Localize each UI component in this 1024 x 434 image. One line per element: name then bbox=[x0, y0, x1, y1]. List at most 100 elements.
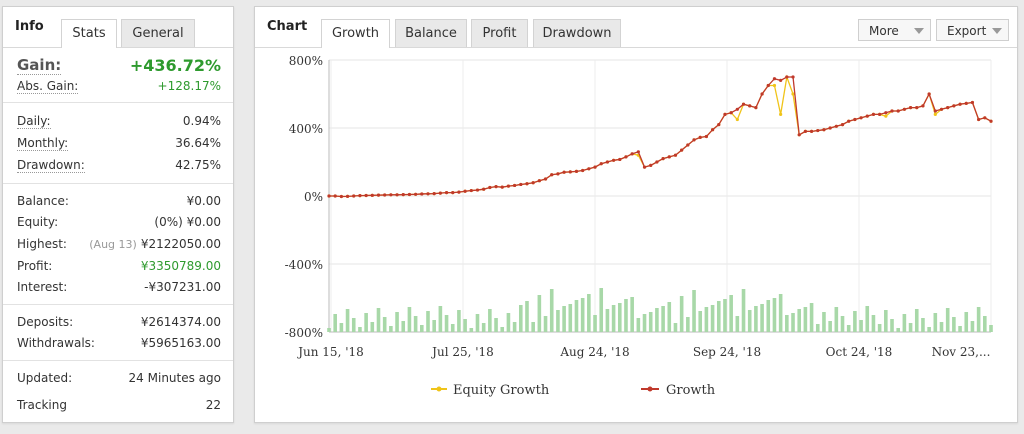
tracking-value: 22 bbox=[205, 398, 221, 412]
export-button[interactable]: Export bbox=[936, 19, 1009, 41]
growth-point bbox=[469, 188, 473, 193]
growth-chart[interactable]: 800% 400% 0% -400% -800% Jun 15, '18 Jul… bbox=[255, 49, 1015, 419]
tab-drawdown[interactable]: Drawdown bbox=[533, 19, 621, 47]
volume-bar bbox=[989, 325, 993, 332]
equity-growth-point bbox=[735, 117, 739, 122]
growth-point bbox=[710, 128, 715, 132]
growth-point bbox=[723, 112, 727, 116]
balance-value: ¥0.00 bbox=[186, 194, 221, 208]
equity-growth-point bbox=[779, 112, 783, 116]
volume-bar bbox=[339, 323, 344, 332]
tab-stats[interactable]: Stats bbox=[61, 19, 117, 48]
profit-value: ¥3350789.00 bbox=[140, 259, 221, 273]
growth-point bbox=[680, 148, 684, 152]
growth-point bbox=[748, 104, 752, 108]
growth-point bbox=[902, 107, 906, 111]
growth-point bbox=[506, 184, 511, 188]
volume-bar bbox=[605, 309, 610, 332]
volume-bar bbox=[327, 328, 331, 332]
growth-point bbox=[562, 170, 566, 174]
monthly-row: Monthly: 36.64% bbox=[17, 134, 221, 152]
volume-bar bbox=[983, 316, 987, 332]
chart-series bbox=[327, 74, 993, 199]
info-panel: Info Stats General Gain: +436.72% Abs. G… bbox=[2, 6, 234, 423]
growth-point bbox=[352, 194, 356, 198]
volume-bar bbox=[735, 316, 740, 332]
volume-bar bbox=[797, 309, 802, 332]
growth-point bbox=[531, 181, 535, 185]
tab-balance[interactable]: Balance bbox=[395, 19, 467, 47]
volume-bar bbox=[803, 307, 808, 332]
volume-bar bbox=[772, 298, 777, 332]
monthly-value: 36.64% bbox=[175, 136, 221, 150]
tab-growth[interactable]: Growth bbox=[321, 19, 390, 48]
volume-bar bbox=[853, 311, 857, 332]
growth-point bbox=[865, 114, 869, 118]
gain-value: +436.72% bbox=[129, 55, 221, 75]
tab-profit[interactable]: Profit bbox=[471, 19, 528, 47]
interest-value: -¥307231.00 bbox=[144, 280, 221, 294]
growth-point bbox=[946, 106, 950, 110]
volume-bar bbox=[952, 317, 956, 332]
growth-point bbox=[927, 92, 931, 96]
divider bbox=[3, 183, 233, 184]
x-tick-label: Jun 15, '18 bbox=[296, 345, 364, 359]
volume-bar bbox=[778, 294, 783, 332]
x-tick-label: Sep 24, '18 bbox=[693, 345, 761, 359]
growth-point bbox=[581, 168, 585, 173]
volume-bar bbox=[593, 315, 597, 332]
volume-bar bbox=[488, 309, 492, 332]
legend-equity-growth[interactable]: Equity Growth bbox=[431, 383, 550, 398]
legend-growth[interactable]: Growth bbox=[641, 383, 716, 398]
equity-label: Equity: bbox=[17, 215, 59, 229]
legend-equity-label: Equity Growth bbox=[453, 383, 550, 398]
volume-bar bbox=[834, 307, 839, 332]
volume-bar bbox=[556, 310, 560, 332]
chart-grid bbox=[328, 59, 992, 333]
growth-point bbox=[327, 194, 331, 198]
tab-general[interactable]: General bbox=[121, 19, 195, 47]
volume-bar bbox=[469, 328, 474, 332]
volume-bar bbox=[747, 310, 752, 332]
volume-bar bbox=[457, 310, 461, 332]
withdrawals-value: ¥5965163.00 bbox=[140, 336, 221, 350]
growth-point bbox=[828, 126, 832, 130]
growth-point bbox=[451, 191, 455, 195]
growth-point bbox=[438, 191, 442, 195]
volume-bar bbox=[525, 301, 529, 332]
daily-value: 0.94% bbox=[182, 114, 221, 128]
growth-point bbox=[475, 188, 480, 192]
highest-label: Highest: bbox=[17, 237, 67, 251]
growth-point bbox=[772, 77, 777, 81]
y-tick-label: 800% bbox=[289, 54, 323, 68]
growth-point bbox=[939, 107, 944, 111]
volume-bar bbox=[642, 314, 647, 332]
growth-point bbox=[556, 172, 560, 176]
growth-point bbox=[420, 192, 424, 196]
deposits-row: Deposits: ¥2614374.00 bbox=[17, 313, 221, 331]
volume-bar bbox=[438, 306, 443, 332]
growth-point bbox=[407, 192, 412, 197]
equity-growth-point bbox=[884, 114, 888, 118]
highest-date-note: (Aug 13) bbox=[89, 238, 137, 251]
volume-bar bbox=[599, 288, 604, 332]
equity-value: (0%) ¥0.00 bbox=[154, 215, 221, 229]
y-tick-label: -400% bbox=[285, 258, 323, 272]
growth-point bbox=[853, 117, 857, 122]
volume-bar bbox=[846, 325, 851, 332]
volume-bar bbox=[401, 321, 406, 332]
volume-bar bbox=[723, 299, 727, 332]
legend-equity-marker bbox=[436, 386, 442, 392]
volume-bar bbox=[333, 314, 337, 332]
daily-label: Daily: bbox=[17, 113, 51, 129]
equity-growth-point bbox=[933, 112, 937, 116]
growth-point bbox=[370, 193, 374, 197]
chart-tabbar: Chart Growth Balance Profit Drawdown Mor… bbox=[255, 7, 1017, 48]
withdrawals-label: Withdrawals: bbox=[17, 336, 95, 350]
volume-bar bbox=[518, 305, 523, 332]
volume-bar bbox=[791, 313, 795, 332]
more-button[interactable]: More bbox=[858, 19, 931, 41]
equity-row: Equity: (0%) ¥0.00 bbox=[17, 213, 221, 231]
volume-bar bbox=[450, 324, 455, 332]
growth-point bbox=[568, 170, 572, 174]
